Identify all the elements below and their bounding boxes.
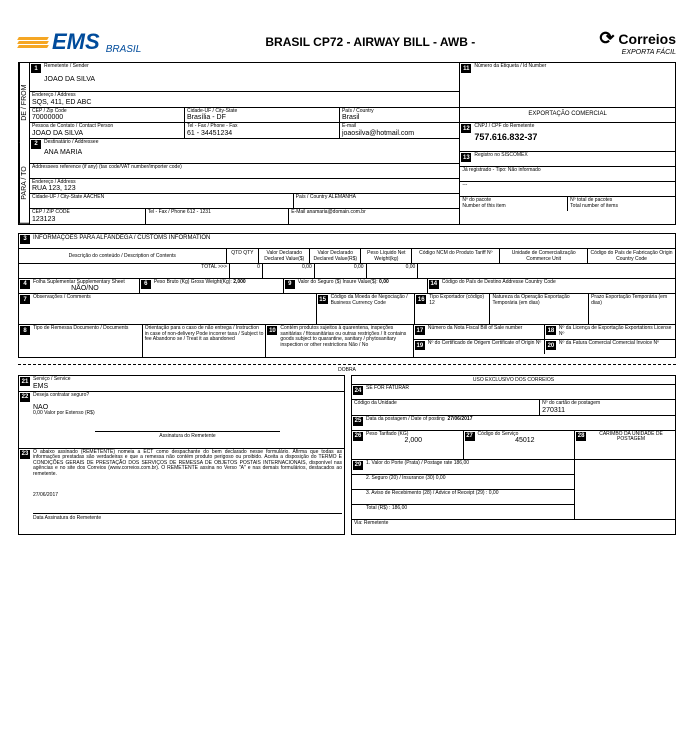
f16: 16Tipo Exportador (código) 12 — [415, 294, 490, 324]
f20: 20Nº da Fatura Comercial Comercial Invoi… — [545, 340, 675, 354]
total-p: 0,00 — [367, 264, 419, 278]
main-form: DE / FROM PARA / TO 1Remetente / SenderJ… — [18, 62, 676, 225]
pais2: País / Country ALEMANHA — [294, 194, 460, 208]
f17: 17Número da Nota Fiscal Bill of Sale num… — [414, 325, 545, 339]
npacote: Nº do pacoteNumber of this item — [460, 197, 568, 211]
th-peso: Peso Líquido Net Weight(kg) — [361, 249, 412, 263]
f7: 7Observações / Comments — [19, 294, 317, 324]
customs-title: 3INFORMAÇÕES PARA ALFÂNDEGA / CUSTOMS IN… — [19, 234, 675, 248]
th-unit: Unidade de Comercialização Commerce Unit — [500, 249, 588, 263]
f9: 9Valor do Seguro ($) Insure Value($): 0,… — [284, 279, 428, 294]
f19: 19Nº do Certificado de Origem Certificat… — [414, 340, 545, 354]
addr2: Endereço / AddressRUA 123, 123 — [30, 179, 459, 194]
f22: 22Deseja contratar seguro?NAO0,00 Valor … — [19, 392, 344, 448]
city2: Cidade-UF / City-State AACHEN — [30, 194, 294, 208]
left-bottom: 21Serviço / ServiceEMS 22Deseja contrata… — [18, 375, 345, 535]
f21: 21Serviço / ServiceEMS — [19, 376, 344, 391]
f24: 24SE FOR FATURAR — [352, 385, 675, 399]
addr1: Endereço / AddressSQS, 411, ED ABC — [30, 92, 459, 107]
customs-section: 3INFORMAÇÕES PARA ALFÂNDEGA / CUSTOMS IN… — [18, 233, 676, 359]
total-v1: 0,00 — [263, 264, 315, 278]
email2: E-Mail anamaria@domain.com.br — [289, 209, 459, 224]
pais1: País / CountryBrasil — [340, 108, 459, 123]
tel2: Tel - Fax / Phone 612 - 1231 — [146, 209, 289, 224]
city1: Cidade-UF / City-StateBrasília - DF — [185, 108, 340, 123]
f26: 26Peso Tarifado (KG)2,000 — [352, 431, 464, 459]
f14: 14Código do País de Destino Addresse Cou… — [428, 279, 675, 294]
page-title: BRASIL CP72 - AIRWAY BILL - AWB - — [265, 35, 475, 49]
f28: 28CARIMBO DA UNIDADE DE POSTAGEM — [575, 431, 675, 459]
ref: Addressees reference (if any) (tax code/… — [30, 164, 459, 178]
f10: 10Contém produtos sujeitos à quarentena,… — [266, 325, 413, 357]
nat: Natureza da Operação Exportação Temporár… — [490, 294, 589, 324]
f4: 4Folha Suplementar Supplementary SheetNÃ… — [19, 279, 140, 294]
f29: 29 1. Valor do Porte (Prata) / Postage r… — [352, 460, 575, 519]
ems-logo: EMS BRASIL — [18, 29, 141, 55]
f6: 6Peso Bruto (Kg) Gross Weight(Kg): 2,000 — [140, 279, 284, 294]
header: EMS BRASIL BRASIL CP72 - AIRWAY BILL - A… — [18, 28, 676, 56]
total-v2: 0,00 — [315, 264, 367, 278]
separator: DOBRA — [18, 364, 676, 365]
totpacote: Nº total de pacotesTotal number of items — [568, 197, 675, 211]
f23: 23O abaixo assinado (REMETENTE) nomeia a… — [19, 449, 344, 522]
correios-logo: ⟳Correios EXPORTA FÁCIL — [599, 28, 676, 56]
contact: Pessoa de Contato / Contact PersonJOAO D… — [30, 123, 185, 138]
registrado: Já registrado - Tipo: Não informado — [460, 167, 675, 181]
de-from-label: DE / FROM — [19, 63, 29, 143]
th-origin: Código do País de Fabricação Origin Coun… — [588, 249, 675, 263]
cep2: CEP / ZIP CODE123123 — [30, 209, 146, 224]
f25: 25Data da postagem / Date of posting 27/… — [352, 416, 675, 430]
cep1: CEP / Zip Code70000000 — [30, 108, 185, 123]
th-v1: Valor Declarado Declared Value($) — [259, 249, 310, 263]
para-to-label: PARA / TO — [19, 143, 29, 224]
cartao: Nº do cartão de postagem270311 — [540, 400, 675, 415]
f15: 15Código da Moeda de Negociação / Busine… — [317, 294, 416, 324]
sender-cell: 1Remetente / SenderJOAO DA SILVA — [30, 63, 459, 91]
tel1: Tel - Fax / Phone - Fax61 - 34451234 — [185, 123, 340, 138]
cpf: 12CNPJ / CPF do Remetente757.616.832-37 — [460, 123, 675, 151]
f18: 18Nº da Licença de Exportação Exportatio… — [545, 325, 675, 339]
etiqueta: 11Número da Etiqueta / Id Number — [460, 63, 675, 107]
addressee: 2Destinatário / AddresseeANA MARIA — [30, 139, 459, 163]
th-qty: QTD QTY — [227, 249, 260, 263]
th-v2: Valor Declarado Declared Value(R$) — [310, 249, 361, 263]
th-desc: Descrição do conteúdo / Description of C… — [19, 249, 227, 263]
codun: Código da Unidade — [352, 400, 540, 415]
email1: E-mailjoaosilva@hotmail.com — [340, 123, 459, 138]
expcom: EXPORTAÇÃO COMERCIAL — [460, 108, 675, 122]
total-q: 0 — [230, 264, 263, 278]
uso-hdr: USO EXCLUSIVO DOS CORREIOS — [351, 375, 676, 385]
orient: Orientação para o caso de não entrega / … — [143, 325, 267, 357]
siscomex: 13Registro no SISCOMEX — [460, 152, 675, 166]
via: Via: Remetente — [352, 520, 675, 534]
th-ncm: Código NCM do Produto Tariff Nº — [412, 249, 500, 263]
total-lbl: TOTAL >>> — [19, 264, 230, 278]
dash: --- — [460, 182, 675, 196]
f8: 8Tipo de Remessa Documento / Documents — [19, 325, 143, 357]
f27: 27Código do Serviço45012 — [464, 431, 576, 459]
prazo: Prazo Exportação Temporária (em dias) — [589, 294, 675, 324]
